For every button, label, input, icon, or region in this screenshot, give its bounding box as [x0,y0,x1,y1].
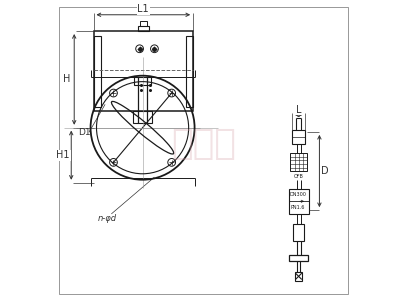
Text: H: H [63,74,70,84]
Bar [138,26,149,31]
Text: n-φd: n-φd [97,214,116,223]
Bar [292,130,305,144]
Text: H1: H1 [57,150,70,160]
Bar [289,255,308,262]
Text: 沪阀门: 沪阀门 [171,127,236,161]
Bar [186,36,193,106]
Text: PN1.6: PN1.6 [291,205,305,210]
Text: D1: D1 [78,128,91,137]
Bar [295,272,302,281]
Text: DN300: DN300 [289,193,306,197]
Bar [140,21,147,26]
Bar [94,36,101,106]
Bar [94,31,193,111]
Bar [134,77,151,85]
Bar [289,189,309,214]
Text: L: L [296,105,301,115]
Bar [133,111,152,123]
Bar [291,153,307,171]
Text: D: D [321,166,328,176]
Text: OFB: OFB [294,174,304,179]
Text: L1: L1 [138,4,149,14]
Bar [293,224,304,241]
